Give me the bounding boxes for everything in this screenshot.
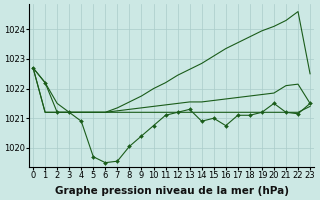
X-axis label: Graphe pression niveau de la mer (hPa): Graphe pression niveau de la mer (hPa)	[55, 186, 289, 196]
